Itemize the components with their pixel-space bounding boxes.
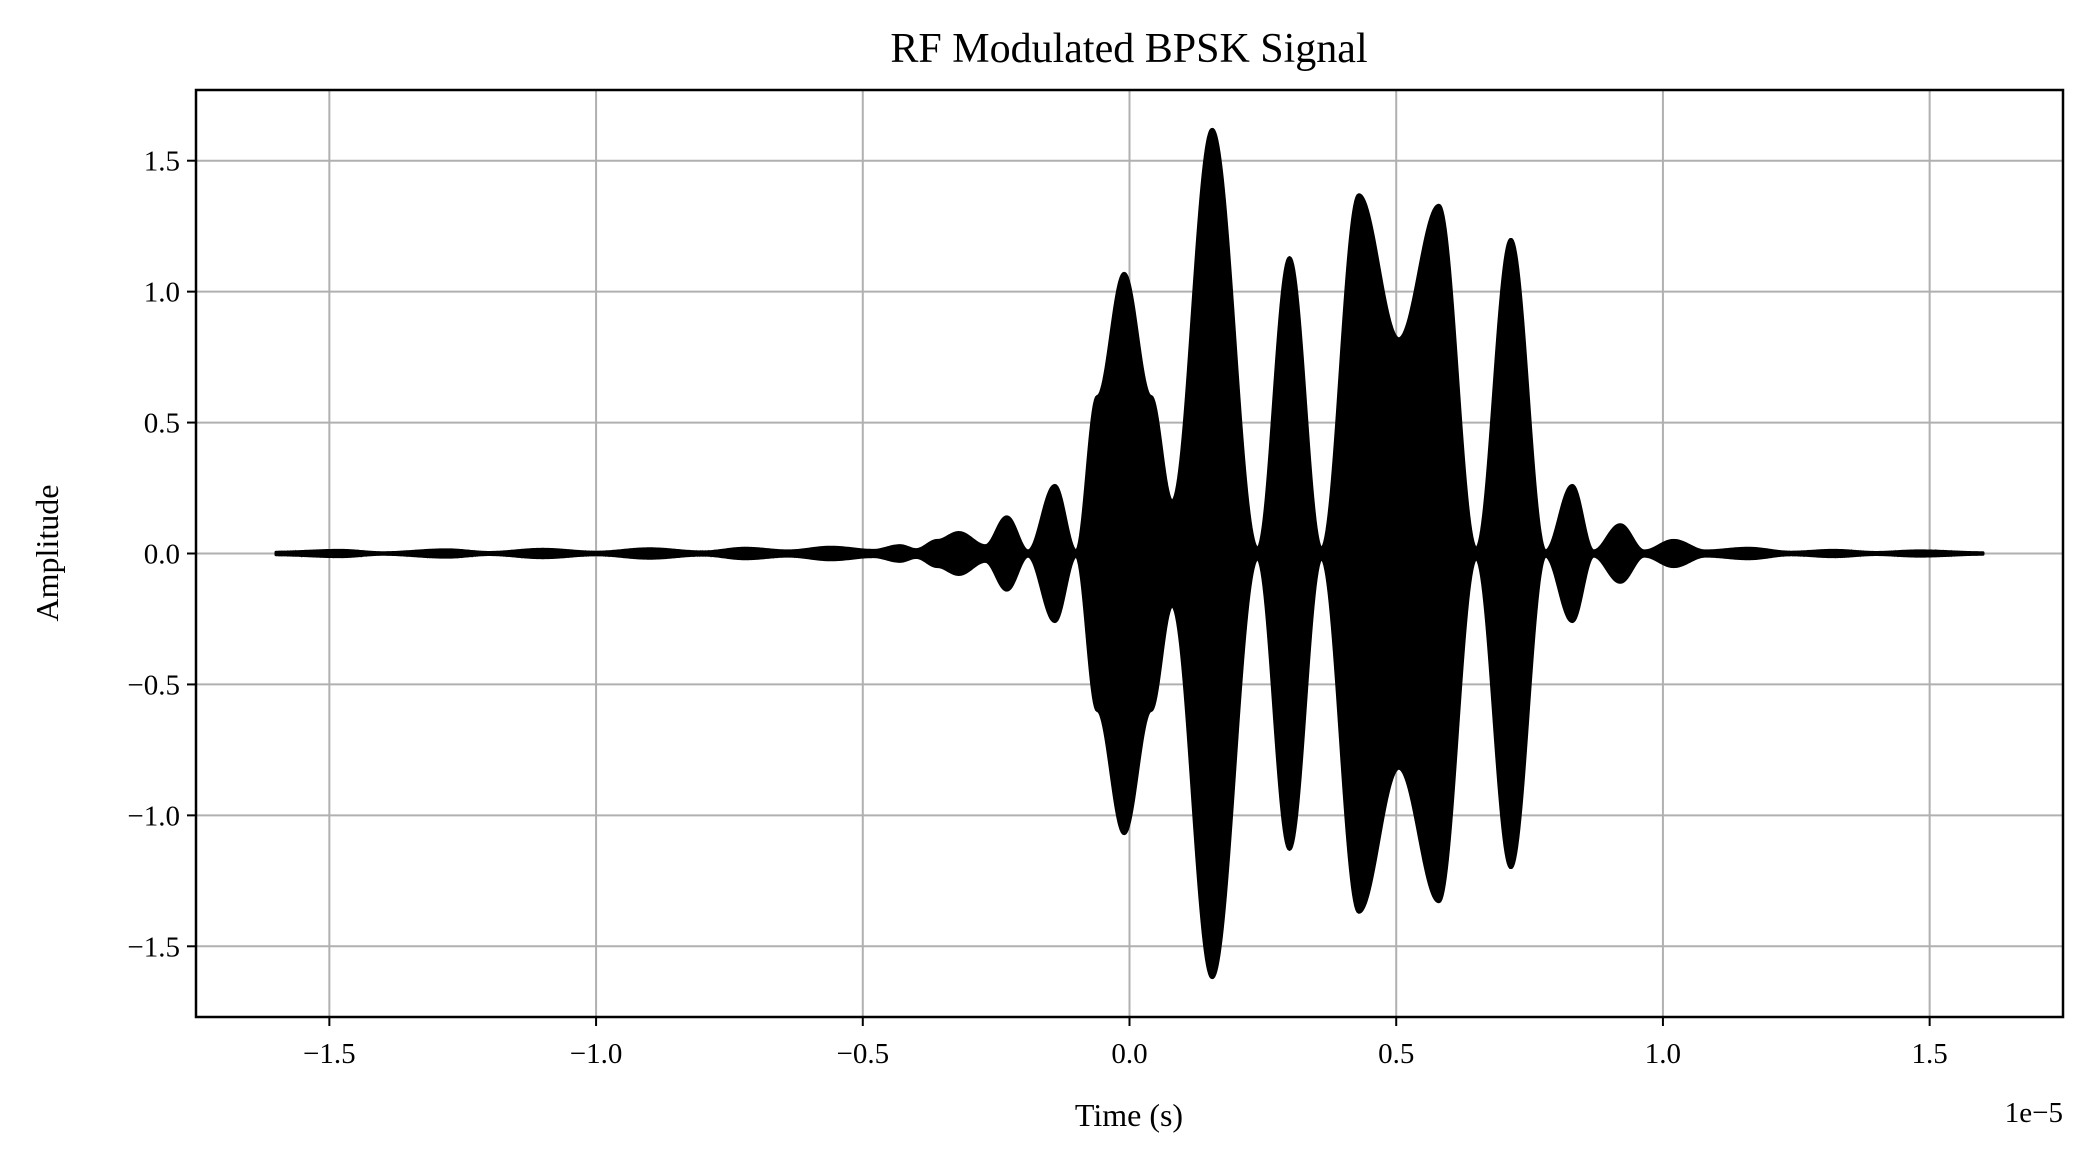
x-tick-label: 0.5 — [1378, 1038, 1414, 1070]
x-tick-label: −1.0 — [570, 1038, 623, 1070]
chart-title: RF Modulated BPSK Signal — [890, 26, 1367, 72]
y-tick-label: 0.5 — [144, 408, 180, 440]
y-tick-label: 0.0 — [144, 539, 180, 571]
x-tick-label: 1.5 — [1912, 1038, 1948, 1070]
axis-ticks: −1.5 −1.0 −0.5 0.0 0.5 1.0 1.5 1.5 1.0 0.5 0.0 −0.5… — [127, 146, 1947, 1070]
y-tick-label: 1.0 — [144, 277, 180, 309]
y-tick-label: −1.0 — [127, 800, 180, 832]
x-axis-label: Time (s) — [1075, 1097, 1183, 1133]
y-tick-label: 1.5 — [144, 146, 180, 178]
x-tick-label: 1.0 — [1645, 1038, 1681, 1070]
y-axis-label: Amplitude — [29, 485, 65, 622]
x-tick-label: 0.0 — [1111, 1038, 1147, 1070]
y-tick-label: −1.5 — [127, 931, 180, 963]
signal-line — [275, 132, 1984, 977]
x-tick-label: −0.5 — [836, 1038, 889, 1070]
y-tick-label: −0.5 — [127, 669, 180, 701]
x-tick-label: −1.5 — [303, 1038, 356, 1070]
x-scale-offset-label: 1e−5 — [2005, 1097, 2063, 1129]
signal-layer — [274, 127, 1985, 980]
